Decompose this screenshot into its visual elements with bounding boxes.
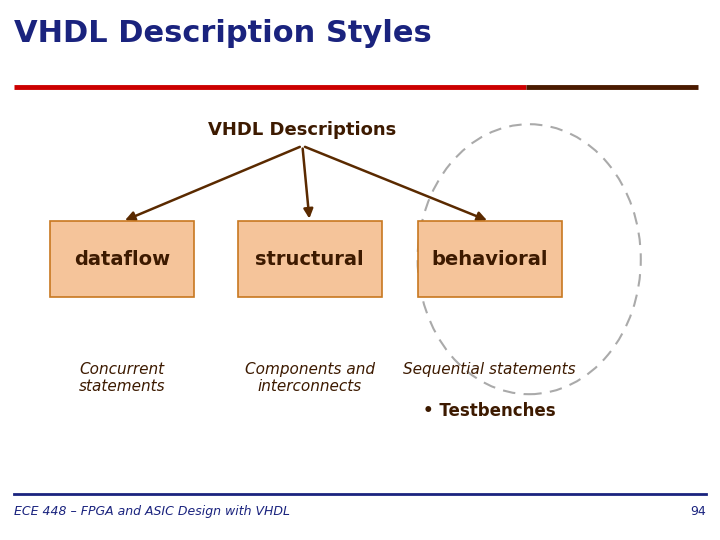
- Text: Concurrent
statements: Concurrent statements: [79, 362, 166, 394]
- FancyBboxPatch shape: [238, 221, 382, 297]
- Text: VHDL Descriptions: VHDL Descriptions: [208, 120, 397, 139]
- Text: • Testbenches: • Testbenches: [423, 402, 556, 420]
- Text: behavioral: behavioral: [431, 249, 548, 269]
- Text: Sequential statements: Sequential statements: [403, 362, 576, 377]
- Text: 94: 94: [690, 505, 706, 518]
- Text: VHDL Description Styles: VHDL Description Styles: [14, 19, 432, 48]
- FancyBboxPatch shape: [50, 221, 194, 297]
- Text: structural: structural: [256, 249, 364, 269]
- Text: Components and
interconnects: Components and interconnects: [245, 362, 374, 394]
- FancyBboxPatch shape: [418, 221, 562, 297]
- Text: ECE 448 – FPGA and ASIC Design with VHDL: ECE 448 – FPGA and ASIC Design with VHDL: [14, 505, 290, 518]
- Text: dataflow: dataflow: [74, 249, 171, 269]
